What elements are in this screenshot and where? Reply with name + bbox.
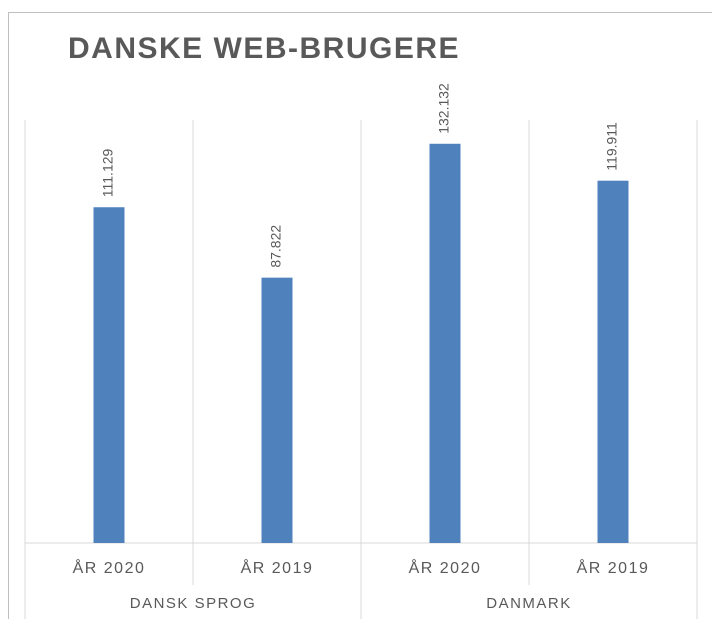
x-tick-label: ÅR 2019 bbox=[241, 558, 314, 577]
group-label: DANSK SPROG bbox=[130, 595, 257, 612]
x-tick-label: ÅR 2020 bbox=[73, 558, 146, 577]
data-label: 87.822 bbox=[268, 225, 284, 268]
x-tick-label: ÅR 2020 bbox=[409, 558, 482, 577]
chart-frame bbox=[8, 12, 712, 619]
bar bbox=[429, 143, 461, 544]
bar bbox=[93, 207, 125, 543]
data-label: 132.132 bbox=[436, 83, 452, 134]
chart-title: DANSKE WEB-BRUGERE bbox=[68, 32, 460, 65]
bar bbox=[597, 180, 629, 543]
data-label: 119.911 bbox=[604, 122, 620, 171]
x-tick-label: ÅR 2019 bbox=[577, 558, 650, 577]
group-label: DANMARK bbox=[486, 595, 572, 612]
data-label: 111.129 bbox=[100, 148, 116, 197]
bar bbox=[261, 277, 293, 543]
